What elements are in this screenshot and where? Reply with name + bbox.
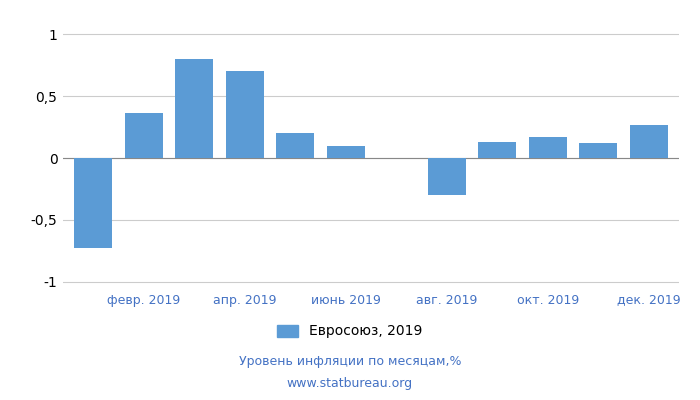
- Legend: Евросоюз, 2019: Евросоюз, 2019: [272, 319, 428, 344]
- Bar: [125, 114, 162, 158]
- Text: Уровень инфляции по месяцам,%: Уровень инфляции по месяцам,%: [239, 356, 461, 368]
- Bar: [175, 59, 214, 158]
- Bar: [276, 133, 314, 158]
- Bar: [478, 142, 516, 158]
- Bar: [74, 158, 112, 248]
- Bar: [226, 71, 264, 158]
- Bar: [428, 158, 466, 195]
- Text: www.statbureau.org: www.statbureau.org: [287, 378, 413, 390]
- Bar: [528, 137, 567, 158]
- Bar: [327, 146, 365, 158]
- Bar: [580, 143, 617, 158]
- Bar: [630, 124, 668, 158]
